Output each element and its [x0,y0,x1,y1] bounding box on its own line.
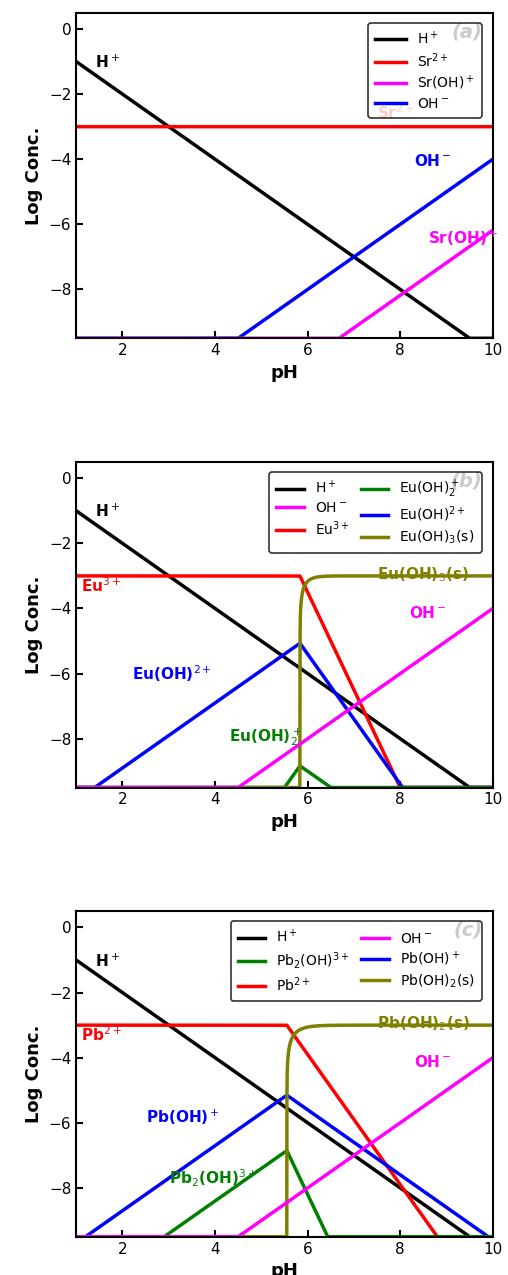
Text: OH$^-$: OH$^-$ [409,606,447,621]
Y-axis label: Log Conc.: Log Conc. [25,126,43,224]
Text: H$^+$: H$^+$ [94,504,119,520]
Text: H$^+$: H$^+$ [94,952,119,969]
X-axis label: pH: pH [271,813,298,831]
Text: OH$^-$: OH$^-$ [414,153,452,168]
Text: Pb$_2$(OH)$^{3+}$: Pb$_2$(OH)$^{3+}$ [169,1168,257,1190]
Text: H$^+$: H$^+$ [94,54,119,71]
Legend: H$^+$, OH$^-$, Eu$^{3+}$, Eu(OH)$_2^+$, Eu(OH)$^{2+}$, Eu(OH)$_3$(s): H$^+$, OH$^-$, Eu$^{3+}$, Eu(OH)$_2^+$, … [269,472,482,552]
Legend: H$^+$, Pb$_2$(OH)$^{3+}$, Pb$^{2+}$, OH$^-$, Pb(OH)$^+$, Pb(OH)$_2$(s): H$^+$, Pb$_2$(OH)$^{3+}$, Pb$^{2+}$, OH$… [231,922,482,1001]
Text: (a): (a) [452,23,483,42]
Text: (b): (b) [451,472,483,491]
Text: Sr(OH)$^+$: Sr(OH)$^+$ [428,228,498,247]
Text: Pb(OH)$_2$(s): Pb(OH)$_2$(s) [377,1015,470,1033]
Text: Eu(OH)$^{2+}$: Eu(OH)$^{2+}$ [132,663,211,685]
Text: OH$^-$: OH$^-$ [414,1054,452,1071]
Text: Pb$^{2+}$: Pb$^{2+}$ [81,1025,122,1044]
Y-axis label: Log Conc.: Log Conc. [25,1025,43,1123]
X-axis label: pH: pH [271,1262,298,1275]
Text: Sr$^{2+}$: Sr$^{2+}$ [377,103,415,121]
Text: Pb(OH)$^+$: Pb(OH)$^+$ [146,1108,219,1127]
Text: Eu(OH)$_2^+$: Eu(OH)$_2^+$ [229,727,302,748]
Y-axis label: Log Conc.: Log Conc. [25,575,43,674]
Legend: H$^+$, Sr$^{2+}$, Sr(OH)$^+$, OH$^-$: H$^+$, Sr$^{2+}$, Sr(OH)$^+$, OH$^-$ [368,23,482,117]
Text: Eu(OH)$_3$(s): Eu(OH)$_3$(s) [377,565,469,584]
Text: (c): (c) [453,921,483,940]
Text: Eu$^{3+}$: Eu$^{3+}$ [81,576,121,595]
X-axis label: pH: pH [271,363,298,381]
